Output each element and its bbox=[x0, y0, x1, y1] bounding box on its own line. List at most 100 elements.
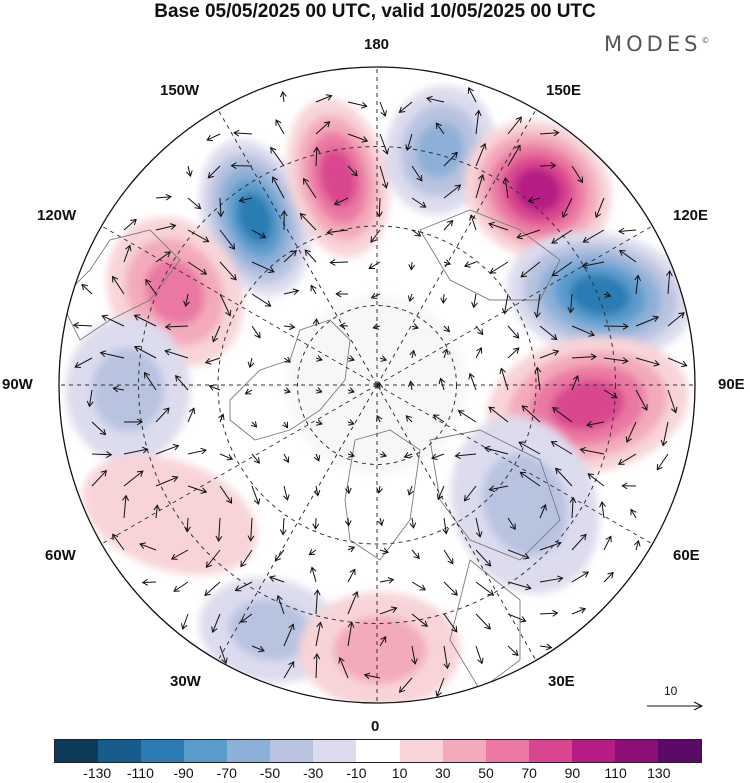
wind-arrow bbox=[206, 133, 221, 142]
meridian-line bbox=[376, 384, 653, 545]
wind-arrow bbox=[405, 415, 413, 423]
wind-arrow bbox=[280, 210, 288, 231]
lon-label-30e: 30E bbox=[548, 673, 575, 690]
wind-arrow bbox=[347, 590, 359, 615]
wind-arrow bbox=[409, 349, 416, 359]
wind-arrow bbox=[74, 357, 93, 368]
wind-arrow bbox=[475, 142, 487, 167]
wind-arrow bbox=[251, 485, 261, 506]
coastline bbox=[344, 429, 421, 561]
wind-arrow bbox=[603, 322, 629, 330]
wind-arrow bbox=[468, 372, 477, 391]
anomaly-center bbox=[507, 231, 693, 359]
wind-arrow bbox=[599, 501, 606, 519]
wind-arrow bbox=[170, 549, 189, 560]
wind-arrow bbox=[304, 249, 317, 263]
colorbar-tick-label: -10 bbox=[346, 765, 367, 781]
wind-arrow bbox=[347, 419, 355, 426]
colorbar-swatch bbox=[55, 740, 99, 762]
colorbar-tick-label: 70 bbox=[521, 765, 537, 781]
wind-arrow bbox=[488, 221, 509, 231]
wind-arrow bbox=[217, 197, 225, 218]
anomaly-center bbox=[65, 317, 191, 463]
wind-arrow bbox=[571, 607, 587, 615]
wind-arrow bbox=[370, 292, 381, 300]
wind-arrow bbox=[270, 146, 285, 167]
wind-arrow bbox=[432, 414, 445, 423]
wind-arrow bbox=[633, 539, 641, 551]
colorbar-tick-label: -30 bbox=[303, 765, 324, 781]
wind-arrow bbox=[539, 609, 559, 617]
wind-arrow bbox=[299, 212, 317, 231]
wind-arrow bbox=[187, 229, 210, 243]
wind-arrow bbox=[443, 549, 454, 565]
wind-arrow bbox=[379, 451, 388, 458]
wind-arrow bbox=[218, 413, 225, 423]
wind-arrow bbox=[488, 485, 509, 493]
wind-arrow bbox=[283, 453, 290, 464]
lon-label-120w: 120W bbox=[37, 207, 77, 224]
colorbar-tick-label: -130 bbox=[83, 765, 112, 781]
wind-arrow bbox=[123, 218, 137, 231]
wind-arrow bbox=[219, 293, 232, 317]
wind-arrow bbox=[91, 451, 113, 458]
wind-arrow bbox=[475, 325, 484, 336]
wind-arrow bbox=[443, 645, 451, 670]
colorbar-tick-label: -110 bbox=[126, 765, 154, 781]
lon-label-90w: 90W bbox=[2, 376, 33, 393]
wind-arrow bbox=[551, 229, 573, 244]
wind-arrow bbox=[438, 377, 446, 391]
wind-arrow bbox=[187, 447, 207, 455]
wind-arrow bbox=[411, 229, 422, 237]
wind-arrow bbox=[667, 389, 678, 414]
colorbar-tick-label: 130 bbox=[647, 765, 671, 781]
wind-arrow bbox=[347, 568, 356, 583]
wind-arrow bbox=[268, 575, 285, 583]
wind-arrow bbox=[443, 219, 454, 231]
wind-arrow bbox=[123, 470, 144, 487]
wind-arrow bbox=[411, 323, 419, 330]
wind-arrow bbox=[618, 227, 637, 235]
wind-arrow bbox=[379, 355, 388, 362]
colorbar-swatch bbox=[227, 740, 271, 762]
wind-arrow bbox=[571, 374, 580, 391]
colorbar-swatch bbox=[571, 740, 615, 762]
wind-arrow bbox=[363, 672, 381, 680]
wind-arrow bbox=[426, 95, 445, 103]
wind-arrow bbox=[251, 293, 272, 307]
wind-arrow bbox=[443, 259, 452, 266]
wind-arrow bbox=[333, 197, 349, 206]
wind-arrow bbox=[283, 660, 295, 679]
reference-vector-arrow bbox=[647, 701, 704, 711]
wind-arrow bbox=[187, 407, 196, 423]
wind-arrow bbox=[283, 323, 296, 331]
wind-arrow bbox=[215, 517, 223, 543]
wind-arrow bbox=[234, 581, 253, 592]
wind-arrow bbox=[489, 261, 509, 274]
wind-arrow bbox=[312, 517, 320, 530]
wind-arrow bbox=[471, 293, 478, 309]
wind-arrow bbox=[283, 387, 291, 394]
wind-arrow bbox=[625, 421, 637, 443]
wind-arrow bbox=[370, 229, 381, 243]
wind-arrow bbox=[372, 323, 381, 330]
wind-arrow bbox=[338, 656, 349, 679]
wind-arrow bbox=[475, 549, 492, 567]
wind-arrow bbox=[187, 197, 202, 210]
wind-arrow bbox=[251, 261, 275, 274]
wind-arrow bbox=[555, 467, 573, 487]
anomaly-center bbox=[199, 139, 311, 297]
wind-arrow bbox=[377, 517, 384, 527]
wind-arrow bbox=[408, 261, 416, 271]
lon-label-0: 0 bbox=[371, 718, 380, 735]
colorbar-swatch bbox=[485, 740, 529, 762]
wind-arrow bbox=[184, 517, 191, 533]
wind-arrow bbox=[534, 293, 541, 319]
wind-arrow bbox=[463, 485, 477, 502]
wind-arrow bbox=[571, 325, 595, 337]
reference-vector-label: 10 bbox=[664, 684, 678, 698]
wind-arrow bbox=[347, 451, 355, 458]
wind-arrow bbox=[283, 356, 292, 363]
wind-arrow bbox=[211, 325, 221, 343]
wind-arrow bbox=[173, 581, 189, 592]
